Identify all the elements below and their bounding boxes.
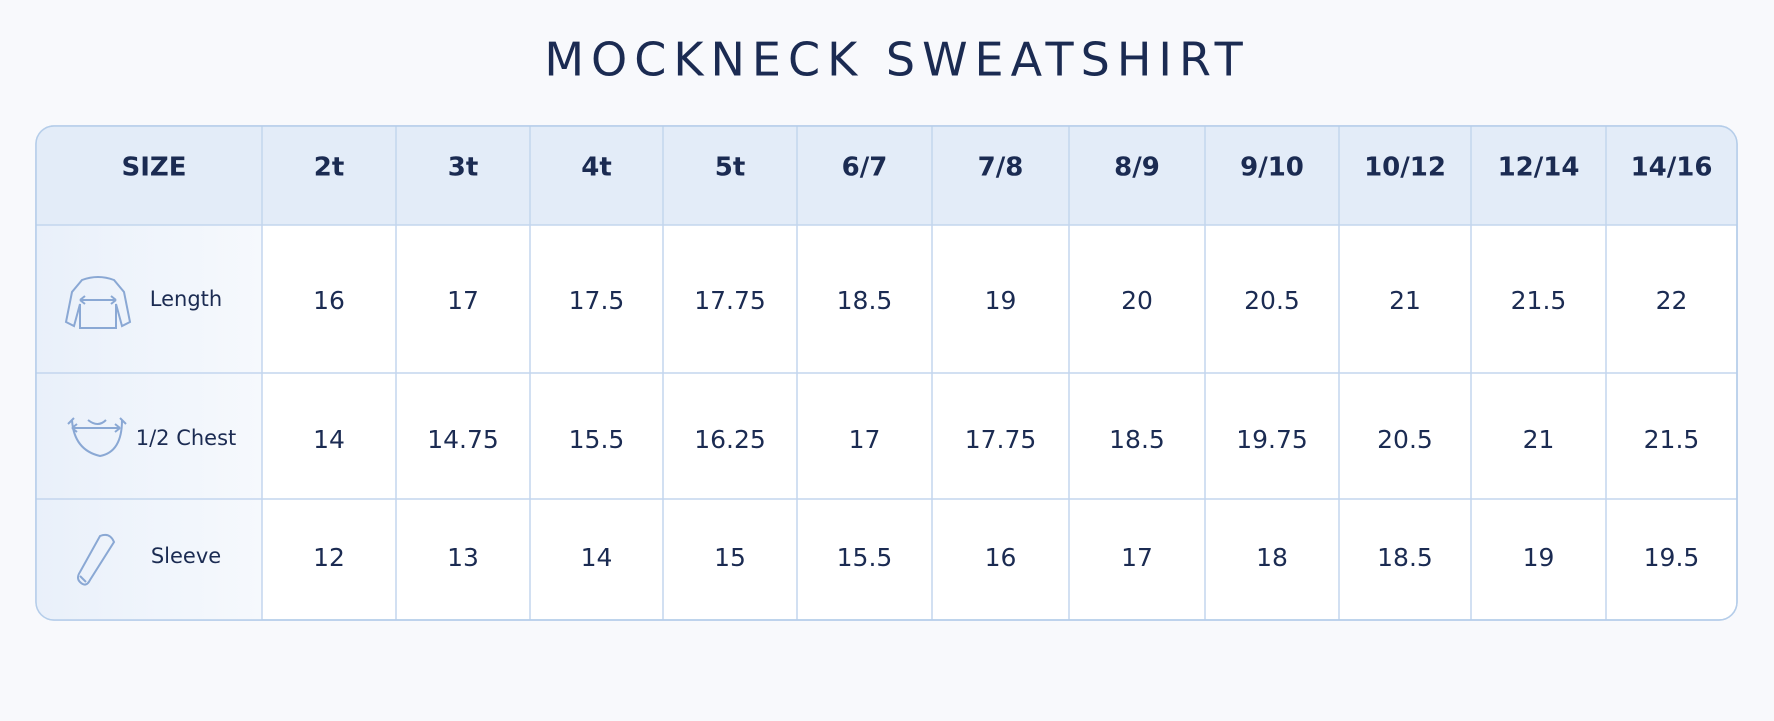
header-cell: 10/12 [1364, 153, 1446, 183]
cell-value: 16 [985, 543, 1017, 572]
cell-value: 18.5 [837, 286, 893, 315]
table-border [35, 125, 1738, 621]
cell-value: 14.75 [427, 425, 499, 454]
header-cell: SIZE [121, 153, 186, 183]
cell-value: 19 [1523, 543, 1555, 572]
cell-value: 14 [581, 543, 613, 572]
cell-value: 12 [313, 543, 345, 572]
cell-value: 20.5 [1244, 286, 1300, 315]
header-cell: 2t [314, 153, 345, 183]
cell-value: 17.75 [965, 425, 1037, 454]
cell-value: 21.5 [1511, 286, 1567, 315]
cell-value: 16 [313, 286, 345, 315]
cell-value: 17 [1121, 543, 1153, 572]
header-cell: 7/8 [978, 153, 1024, 183]
label-column [36, 225, 262, 620]
grid [36, 126, 1737, 620]
cell-value: 18.5 [1377, 543, 1433, 572]
cell-value: 14 [313, 425, 345, 454]
cell-value: 19 [985, 286, 1017, 315]
row-label: 1/2 Chest [136, 426, 237, 450]
cell-value: 18 [1256, 543, 1288, 572]
cell-value: 15 [714, 543, 746, 572]
cell-value: 19.75 [1236, 425, 1308, 454]
cell-value: 22 [1656, 286, 1688, 315]
cell-value: 21 [1389, 286, 1421, 315]
header-cell: 14/16 [1631, 153, 1713, 183]
cell-value: 15.5 [569, 425, 625, 454]
cell-value: 17.5 [569, 286, 625, 315]
cell-value: 20 [1121, 286, 1153, 315]
cell-value: 17.75 [694, 286, 766, 315]
cell-value: 16.25 [694, 425, 766, 454]
row-label: Sleeve [151, 544, 221, 568]
length-icon [64, 276, 132, 329]
cell-value: 17 [447, 286, 479, 315]
header-cell: 4t [581, 153, 612, 183]
header-cell: 8/9 [1114, 153, 1160, 183]
chest-icon [67, 417, 127, 458]
cell-value: 15.5 [837, 543, 893, 572]
cell-value: 17 [849, 425, 881, 454]
row-label: Length [150, 287, 222, 311]
cell-value: 20.5 [1377, 425, 1433, 454]
header-cell: 5t [715, 153, 746, 183]
cell-value: 21.5 [1644, 425, 1700, 454]
header-band [36, 126, 1737, 225]
cell-value: 19.5 [1644, 543, 1700, 572]
header-cell: 12/14 [1498, 153, 1580, 183]
cell-value: 18.5 [1109, 425, 1165, 454]
header-cell: 3t [448, 153, 479, 183]
cell-value: 13 [447, 543, 479, 572]
header-cell: 6/7 [842, 153, 888, 183]
header-cell: 9/10 [1240, 153, 1304, 183]
title: MOCKNECK SWEATSHIRT [544, 33, 1249, 87]
sleeve-icon [77, 533, 116, 586]
cell-value: 21 [1523, 425, 1555, 454]
